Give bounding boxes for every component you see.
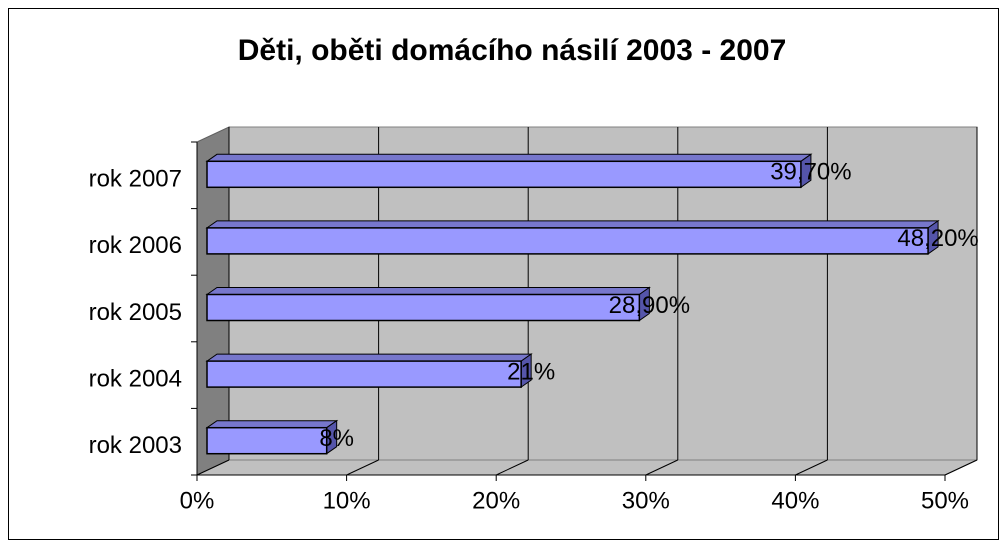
x-tick-label: 30% bbox=[622, 487, 670, 514]
bar bbox=[206, 360, 522, 388]
bar bbox=[206, 227, 929, 255]
grid-line bbox=[495, 459, 529, 476]
grid-line bbox=[645, 459, 679, 476]
y-tick-label: rok 2007 bbox=[89, 166, 182, 193]
y-tick-label: rok 2006 bbox=[89, 232, 182, 259]
grid-line bbox=[346, 459, 379, 476]
x-tick-label: 40% bbox=[771, 487, 819, 514]
y-tick-label: rok 2003 bbox=[89, 432, 182, 459]
bar bbox=[206, 293, 641, 322]
grid-line bbox=[196, 459, 230, 476]
y-tick-label: rok 2005 bbox=[89, 299, 182, 326]
value-label: 28,90% bbox=[609, 292, 690, 319]
bar-top bbox=[205, 287, 651, 295]
x-tick-label: 20% bbox=[472, 487, 520, 514]
chart-title: Děti, oběti domácího násilí 2003 - 2007 bbox=[238, 34, 787, 67]
grid-line bbox=[795, 459, 828, 476]
value-label: 48,20% bbox=[897, 225, 978, 252]
floor bbox=[196, 459, 978, 476]
bar bbox=[206, 426, 328, 455]
value-label: 39,70% bbox=[770, 159, 851, 186]
x-tick-label: 50% bbox=[921, 487, 969, 514]
value-label: 21% bbox=[507, 358, 555, 385]
x-tick-label: 10% bbox=[323, 487, 371, 514]
bar-top bbox=[205, 353, 533, 362]
value-label: 8% bbox=[319, 425, 354, 452]
x-tick-label: 0% bbox=[180, 487, 215, 514]
bar-top bbox=[205, 420, 339, 429]
bar-top bbox=[205, 220, 940, 229]
bar bbox=[206, 160, 802, 189]
y-tick-label: rok 2004 bbox=[89, 365, 182, 392]
bar-top bbox=[205, 153, 813, 162]
grid-line bbox=[944, 459, 978, 476]
